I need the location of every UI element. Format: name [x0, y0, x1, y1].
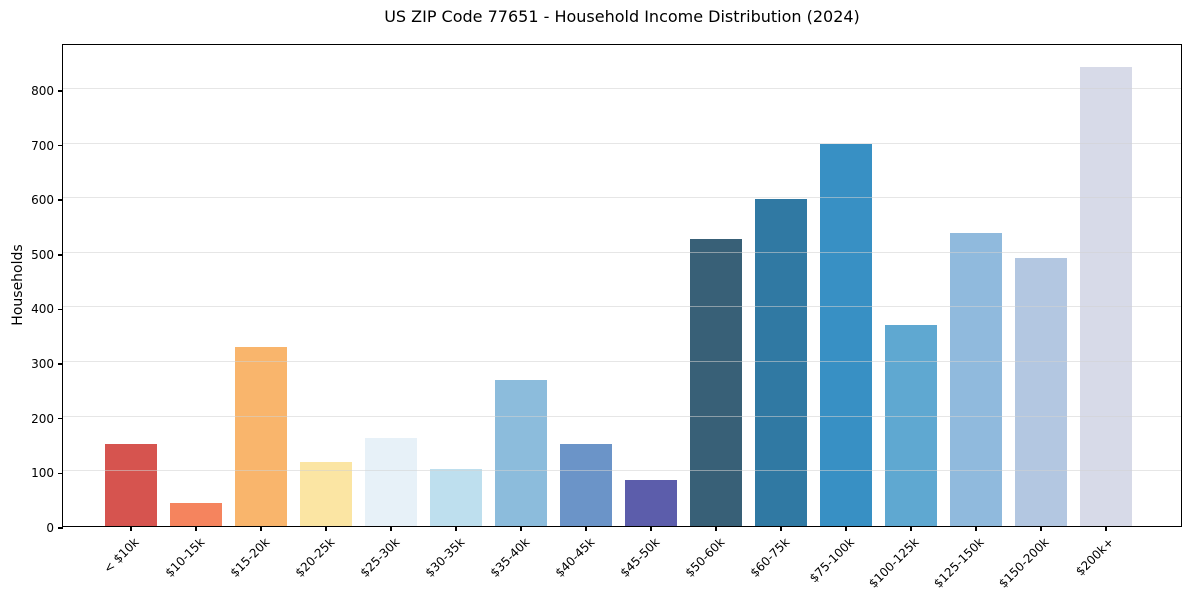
x-tick-mark-$50-60k: [715, 526, 717, 531]
chart-title: US ZIP Code 77651 - Household Income Dis…: [384, 7, 860, 26]
y-tick-label-800: 800: [31, 83, 54, 98]
y-tick-label-300: 300: [31, 357, 54, 372]
x-tick-label-$25-30k: $25-30k: [357, 535, 402, 580]
bar-$125-150k: [950, 232, 1002, 526]
bar-$10-15k: [170, 502, 222, 526]
y-tick-mark-300: [58, 363, 63, 365]
gridline-y-400: [63, 306, 1181, 308]
y-axis-label: Households: [10, 244, 26, 326]
bar-$30-35k: [430, 469, 482, 526]
x-tick-mark-$15-20k: [260, 526, 262, 531]
x-tick-mark-$200k+: [1105, 526, 1107, 531]
x-tick-mark-< $10k: [130, 526, 132, 531]
x-tick-mark-$100-125k: [910, 526, 912, 531]
gridline-y-600: [63, 197, 1181, 199]
x-tick-label-$50-60k: $50-60k: [682, 535, 727, 580]
x-tick-label-$150-200k: $150-200k: [996, 535, 1052, 590]
x-tick-mark-$60-75k: [780, 526, 782, 531]
bar-$75-100k: [820, 143, 872, 526]
x-tick-label-$15-20k: $15-20k: [227, 535, 272, 580]
bar-$50-60k: [690, 239, 742, 526]
x-tick-label-$35-40k: $35-40k: [487, 535, 532, 580]
x-tick-label-$45-50k: $45-50k: [617, 535, 662, 580]
bar-$60-75k: [755, 199, 807, 526]
y-tick-mark-400: [58, 308, 63, 311]
bar-$35-40k: [495, 380, 547, 526]
y-tick-label-0: 0: [46, 521, 54, 535]
bar-$100-125k: [885, 325, 937, 526]
y-tick-mark-200: [58, 418, 63, 420]
gridline-y-300: [63, 361, 1181, 363]
x-tick-mark-$40-45k: [585, 526, 587, 531]
x-tick-mark-$35-40k: [520, 526, 522, 531]
x-tick-label-$40-45k: $40-45k: [552, 535, 597, 580]
y-tick-label-200: 200: [31, 411, 54, 426]
bar-$15-20k: [235, 347, 287, 526]
x-tick-mark-$125-150k: [975, 526, 977, 531]
x-tick-label-< $10k: < $10k: [101, 535, 142, 576]
bar-$25-30k: [365, 438, 417, 526]
x-tick-label-$75-100k: $75-100k: [806, 535, 857, 586]
x-tick-label-$20-25k: $20-25k: [292, 535, 337, 580]
y-tick-label-500: 500: [31, 247, 54, 262]
y-tick-label-600: 600: [31, 193, 54, 208]
bar-$20-25k: [300, 462, 352, 526]
x-tick-label-$100-125k: $100-125k: [866, 535, 922, 590]
gridline-y-800: [63, 87, 1181, 89]
gridline-y-100: [63, 470, 1181, 472]
gridline-y-500: [63, 251, 1181, 253]
x-tick-mark-$20-25k: [325, 526, 327, 531]
gridline-y-700: [63, 142, 1181, 144]
x-tick-label-$125-150k: $125-150k: [931, 535, 987, 590]
y-tick-mark-100: [58, 472, 63, 475]
bar-$40-45k: [560, 443, 612, 526]
gridline-y-200: [63, 415, 1181, 417]
y-tick-mark-0: [58, 527, 63, 529]
bar-< $10k: [105, 444, 157, 526]
x-tick-mark-$150-200k: [1040, 526, 1042, 531]
x-tick-mark-$45-50k: [650, 526, 652, 531]
y-tick-mark-500: [58, 254, 63, 256]
y-tick-mark-800: [58, 90, 63, 92]
x-tick-label-$200k+: $200k+: [1073, 535, 1117, 579]
plot-area: 0 100 200 300 400 500 600 700 800 < $10k $10-15k $1…: [31, 44, 1182, 590]
bar-$45-50k: [625, 479, 677, 526]
x-tick-mark-$75-100k: [845, 526, 847, 531]
y-tick-mark-600: [58, 199, 63, 201]
y-tick-label-400: 400: [31, 302, 54, 317]
bar-$200k+: [1080, 66, 1132, 526]
x-tick-mark-$10-15k: [195, 526, 197, 531]
x-tick-mark-$30-35k: [455, 526, 457, 531]
bar-$150-200k: [1015, 257, 1067, 526]
x-tick-label-$60-75k: $60-75k: [747, 535, 792, 580]
y-tick-label-100: 100: [31, 466, 54, 481]
y-tick-mark-700: [58, 144, 63, 147]
y-tick-label-700: 700: [31, 138, 54, 153]
x-tick-label-$30-35k: $30-35k: [422, 535, 467, 580]
x-tick-mark-$25-30k: [390, 526, 392, 531]
x-tick-label-$10-15k: $10-15k: [162, 535, 207, 580]
